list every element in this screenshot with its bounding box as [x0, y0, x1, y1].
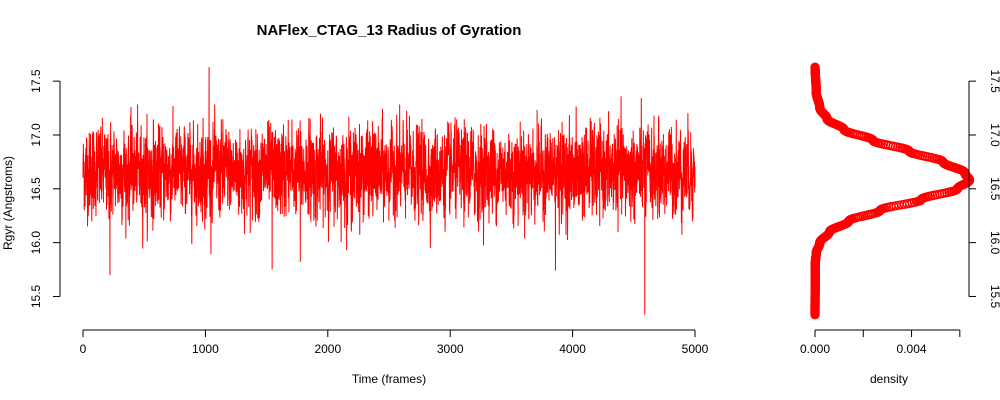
x-tick-label: 0 [80, 342, 87, 356]
y-tick-label: 17.5 [29, 69, 43, 93]
y-axis: 15.5 16.0 16.5 17.0 17.5 [29, 69, 61, 308]
x-tick-label: 2000 [314, 342, 341, 356]
density-x-axis: 0.000 0.004 [800, 329, 961, 356]
x-axis-label: Time (frames) [352, 372, 426, 386]
y-axis-label: Rgyr (Angstroms) [1, 156, 15, 250]
density-x-tick-label: 0.004 [897, 342, 927, 356]
density-panel: 0.000 0.004 15.5 16.0 16.5 17.0 17.5 density [800, 62, 1000, 386]
density-y-tick-label: 16.5 [988, 177, 1000, 201]
timeseries-panel: 0 1000 2000 3000 4000 5000 15.5 16.0 16.5 17.0 17… [1, 67, 709, 386]
x-tick-label: 5000 [682, 342, 709, 356]
series-line [82, 67, 696, 315]
x-tick-label: 4000 [559, 342, 586, 356]
density-y-axis: 15.5 16.0 16.5 17.0 17.5 [968, 69, 1000, 309]
x-tick-label: 1000 [192, 342, 219, 356]
y-tick-label: 17.0 [29, 123, 43, 147]
y-tick-label: 15.5 [29, 284, 43, 308]
density-y-tick-label: 15.5 [988, 285, 1000, 309]
density-y-tick-label: 17.0 [988, 123, 1000, 147]
density-x-tick-label: 0.000 [800, 342, 830, 356]
density-curve [810, 62, 975, 320]
density-point [810, 62, 820, 72]
chart-title: NAFlex_CTAG_13 Radius of Gyration [257, 22, 522, 39]
x-axis: 0 1000 2000 3000 4000 5000 [80, 329, 709, 356]
y-tick-label: 16.0 [29, 231, 43, 255]
density-x-axis-label: density [870, 372, 908, 386]
y-tick-label: 16.5 [29, 177, 43, 201]
x-tick-label: 3000 [437, 342, 464, 356]
density-y-tick-label: 17.5 [988, 69, 1000, 93]
density-y-tick-label: 16.0 [988, 231, 1000, 255]
